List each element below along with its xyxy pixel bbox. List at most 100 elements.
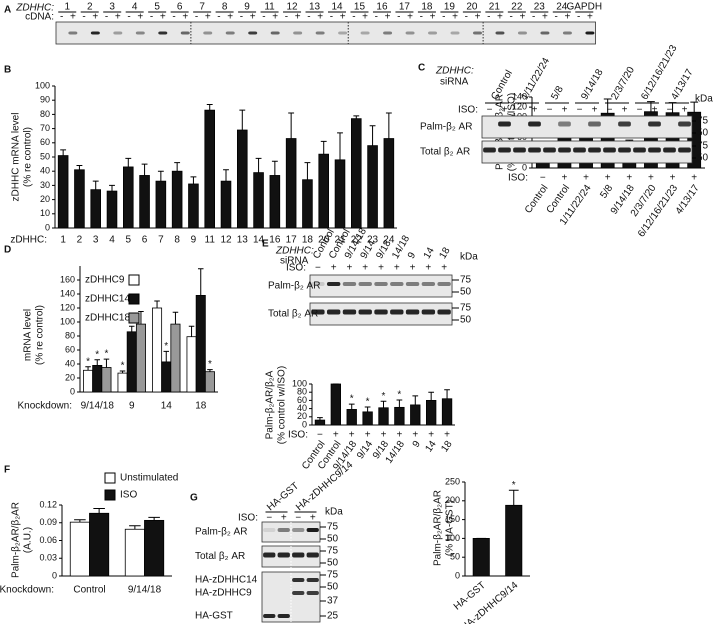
y-tick-label: 100 (60, 316, 75, 326)
legend-swatch (128, 293, 140, 305)
error-bar (206, 103, 213, 111)
group-label: 4/13/17 (669, 67, 695, 102)
y-tick-label: 100 (35, 80, 50, 90)
lane-label: 17 (399, 2, 411, 13)
bar (204, 109, 215, 229)
error-bar (197, 268, 204, 296)
error-bar (385, 112, 392, 139)
x-prefix: Knockdown: (0, 585, 54, 596)
significance-mark: * (86, 356, 90, 367)
y-tick-label: 40 (40, 166, 50, 176)
iso-sign: − (266, 513, 272, 524)
blot-band (90, 31, 100, 35)
y-tick-label: 0 (455, 570, 460, 580)
error-bar (157, 170, 164, 182)
y-axis-label: (A.U.) (23, 527, 34, 553)
significance-mark: * (350, 394, 354, 405)
iso-label: ISO: (288, 430, 308, 441)
iso-sign: + (331, 263, 337, 274)
y-tick-label: 40 (297, 403, 307, 413)
bar (144, 519, 165, 577)
y-tick-label: 50 (450, 552, 460, 562)
x-tick-label: 8 (174, 235, 180, 246)
blot-band (558, 121, 571, 127)
iso-sign: + (605, 173, 611, 184)
panel-letter: F (4, 465, 10, 476)
cdna-sign: + (564, 12, 570, 23)
iso-sign: − (547, 105, 553, 116)
bar (57, 155, 69, 229)
kda-marker: 75 (327, 570, 339, 581)
iso-sign: + (622, 105, 628, 116)
error-bar (148, 516, 160, 521)
cdna-sign: - (262, 12, 265, 23)
cdna-sign: - (532, 12, 535, 23)
y-tick-label: 20 (65, 372, 75, 382)
bar (269, 175, 281, 229)
bar (425, 399, 437, 426)
y-tick-label: 0 (302, 419, 307, 429)
error-bar (317, 417, 323, 421)
bar (101, 367, 112, 393)
lane-label: 18 (437, 245, 452, 261)
y-tick-label: 0 (45, 222, 50, 232)
cdna-sign: + (317, 12, 323, 23)
iso-sign: − (540, 173, 546, 184)
error-bar (304, 162, 311, 180)
blot-band (390, 282, 404, 286)
blot-band (358, 309, 372, 315)
group-label: HA-GST (265, 481, 301, 514)
lane-label: GAPDH (566, 2, 602, 13)
bar (236, 129, 248, 229)
bar (126, 331, 137, 393)
row-label: HA-GST (195, 611, 233, 622)
sirna-label: siRNA (280, 256, 309, 267)
row-label: Palm-β₂ AR (420, 122, 472, 133)
iso-sign: − (317, 430, 323, 441)
error-bar (190, 176, 197, 184)
blot-band (374, 282, 388, 286)
cdna-sign: + (205, 12, 211, 23)
lane-label: 15 (354, 2, 366, 13)
iso-sign: + (502, 105, 508, 116)
blot-band (498, 147, 511, 153)
blot-band (293, 31, 303, 35)
error-bar (94, 359, 101, 366)
cdna-sign: - (195, 12, 198, 23)
cdna-sign: + (295, 12, 301, 23)
blot-band (338, 31, 348, 35)
cdna-sign: + (250, 12, 256, 23)
lane-label: 4 (132, 2, 138, 13)
error-bar (364, 406, 371, 412)
blot-band (618, 147, 631, 153)
cdna-sign: - (307, 12, 310, 23)
cdna-sign: + (587, 12, 593, 23)
error-bar (255, 157, 262, 173)
x-tick-label: 16 (269, 235, 281, 246)
cdna-sign: - (420, 12, 423, 23)
blot-band (498, 121, 511, 127)
y-tick-label: 10 (40, 208, 50, 218)
blot-band (358, 282, 372, 286)
error-bar (412, 395, 419, 405)
blot-band (437, 282, 451, 286)
blot-band (270, 31, 280, 35)
error-bar (239, 109, 246, 131)
bar (334, 159, 346, 229)
panel-letter: E (262, 239, 269, 250)
error-bar (603, 98, 612, 114)
y-axis-label: (% re control) (35, 305, 46, 365)
cdna-sign: + (340, 12, 346, 23)
blot-band (585, 31, 595, 35)
lane-label: 21 (489, 2, 501, 13)
x-tick-label: 9 (129, 401, 135, 412)
bar (117, 372, 128, 393)
kda-label: kDa (695, 94, 713, 105)
cdna-sign: + (182, 12, 188, 23)
lane-label: 24 (556, 2, 568, 13)
x-tick-label: 6 (142, 235, 148, 246)
sirna-label: siRNA (440, 77, 469, 88)
iso-sign: + (425, 263, 431, 274)
legend-label: zDHHC14 (85, 294, 130, 305)
kda-marker: 75 (697, 116, 709, 127)
